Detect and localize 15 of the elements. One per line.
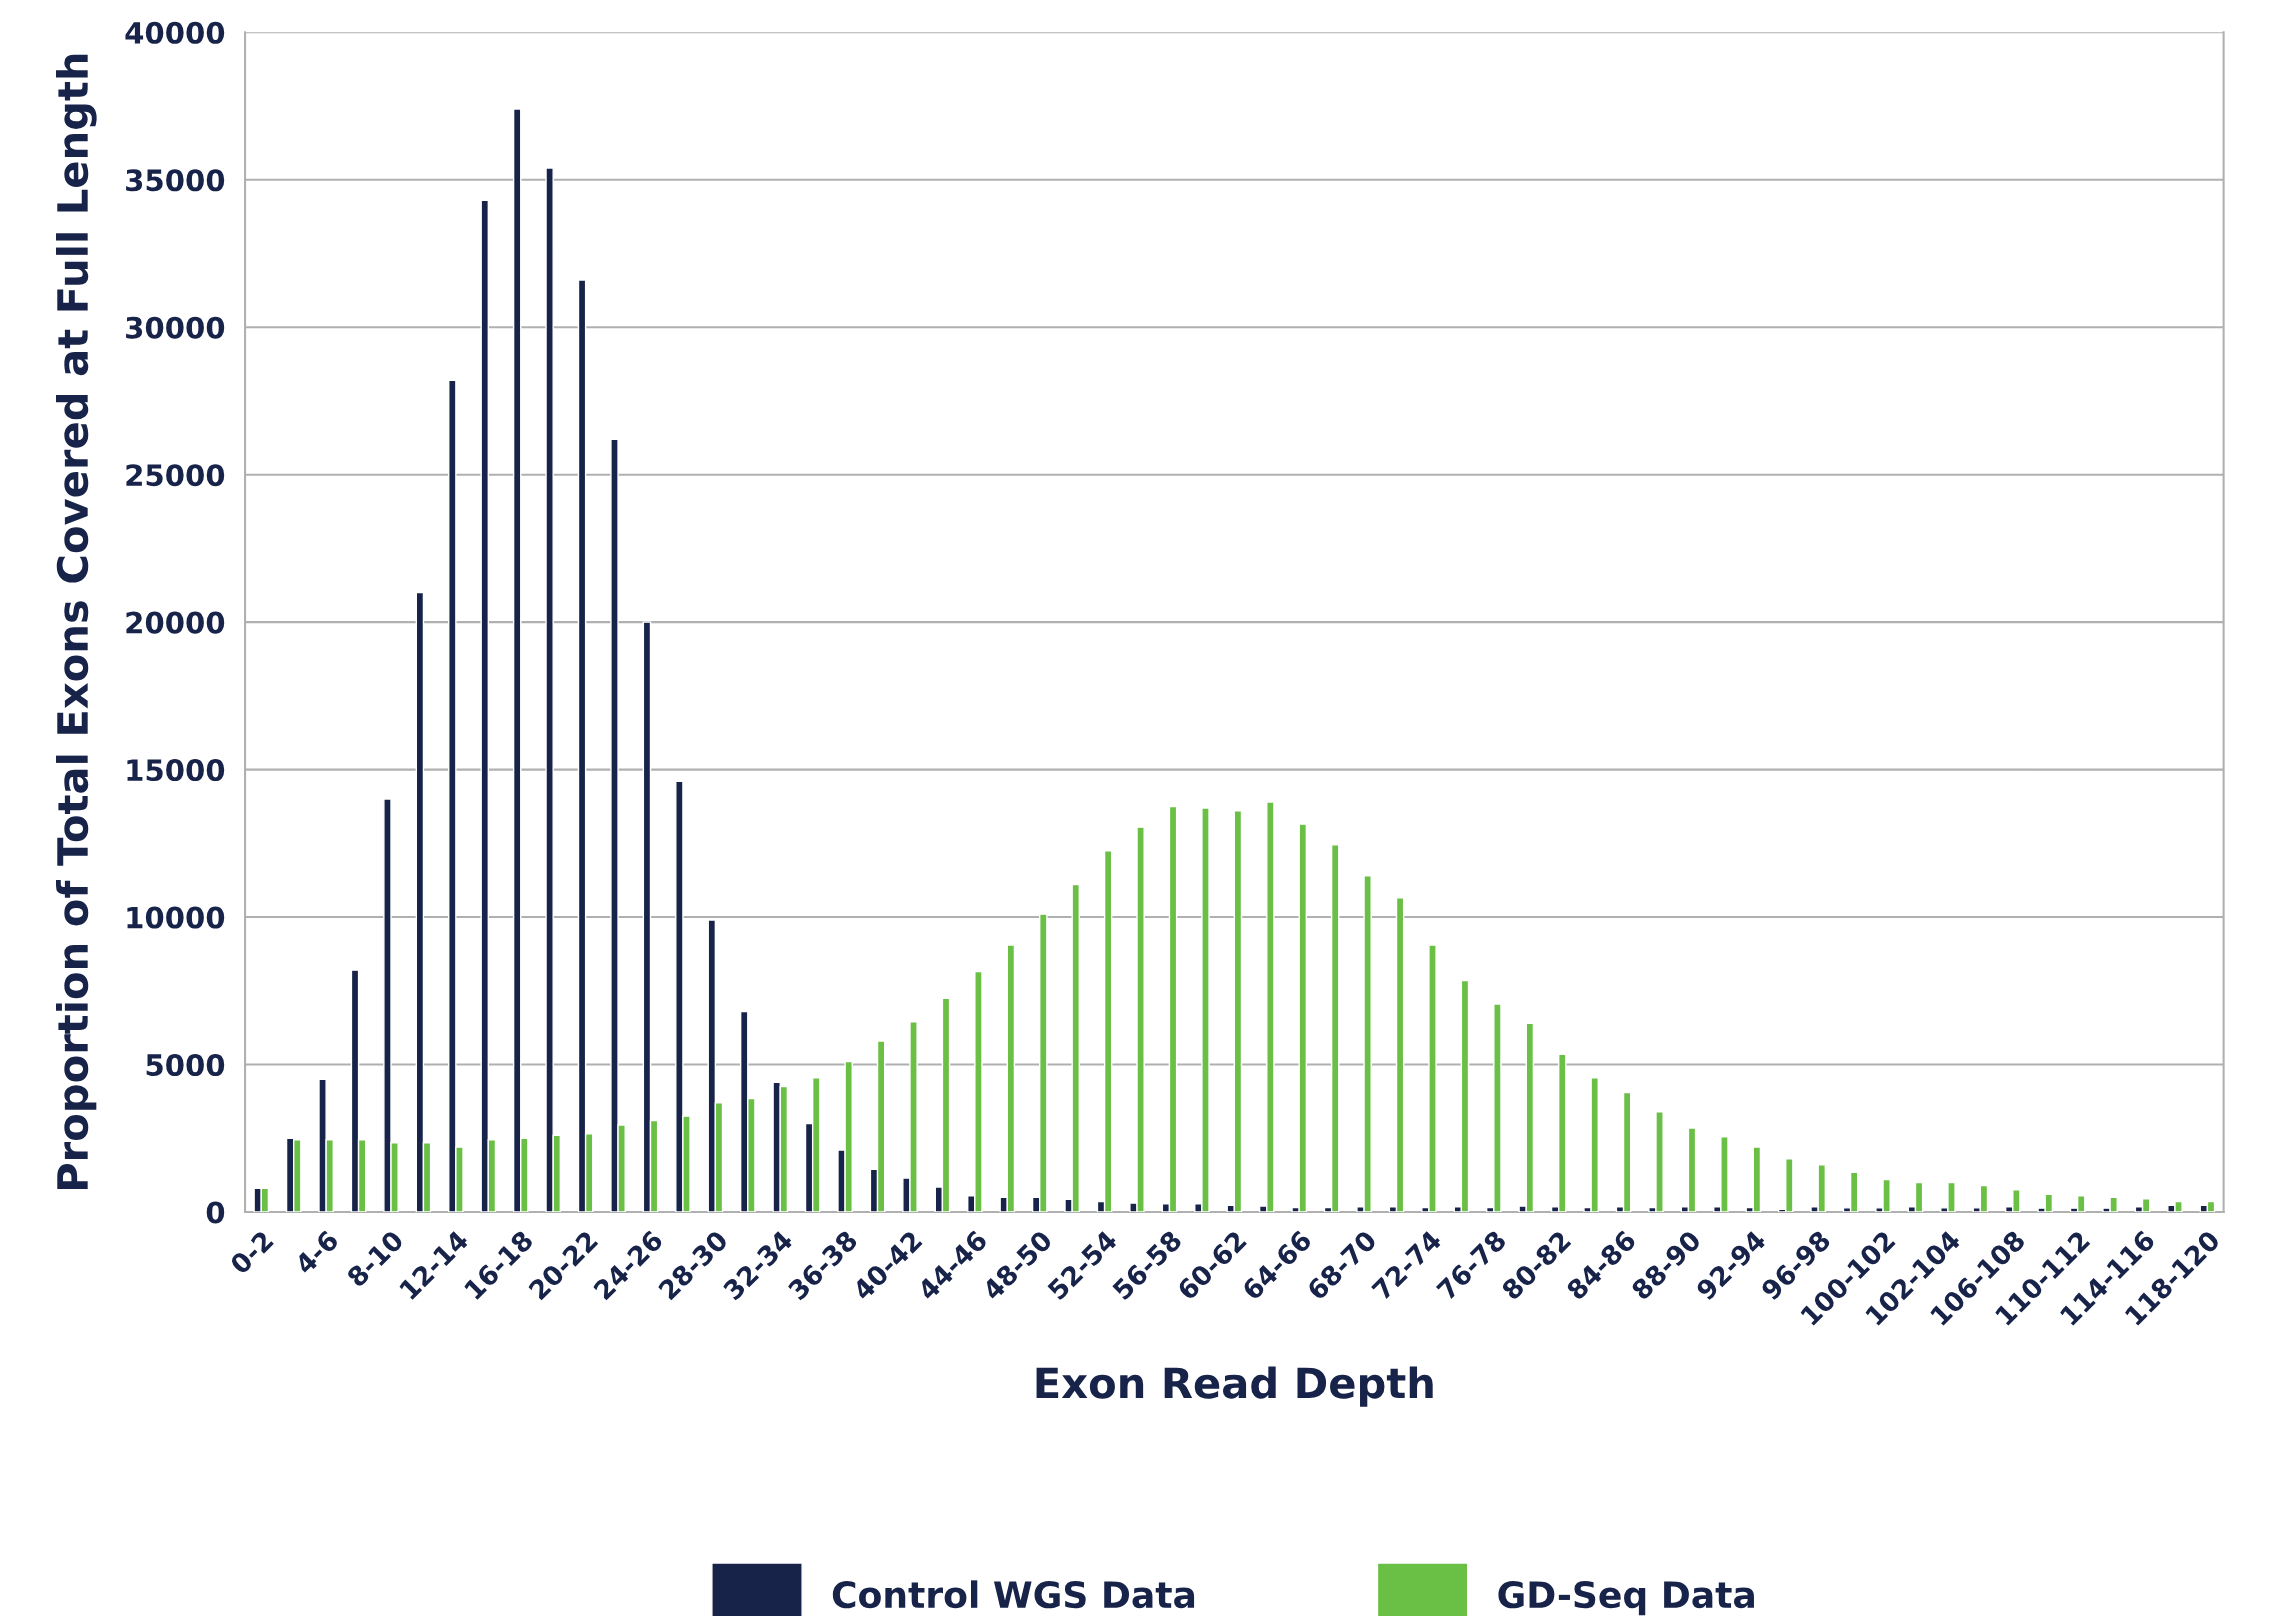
legend-label: GD-Seq Data — [1498, 1580, 1754, 1616]
y-tick-label: 40000 — [125, 21, 225, 44]
y-tick-label: 5000 — [146, 1053, 225, 1077]
y-tick-label: 20000 — [126, 611, 225, 634]
y-tick-label: 10000 — [127, 906, 225, 929]
y-tick-label: 0 — [206, 1201, 225, 1224]
y-tick-label: 15000 — [127, 759, 225, 782]
legend-label: Control WGS Data — [832, 1580, 1195, 1609]
y-tick-label: 25000 — [126, 464, 225, 487]
y-tick-label: 35000 — [126, 169, 225, 192]
x-axis-title: Exon Read Depth — [1036, 1366, 1433, 1407]
y-axis-title: Proportion of Total Exons Covered at Full Length — [56, 54, 97, 1190]
y-tick-label: 30000 — [126, 316, 225, 339]
x-tick-label: 4-6 — [293, 1229, 340, 1276]
x-tick-label: 0-2 — [228, 1229, 275, 1276]
